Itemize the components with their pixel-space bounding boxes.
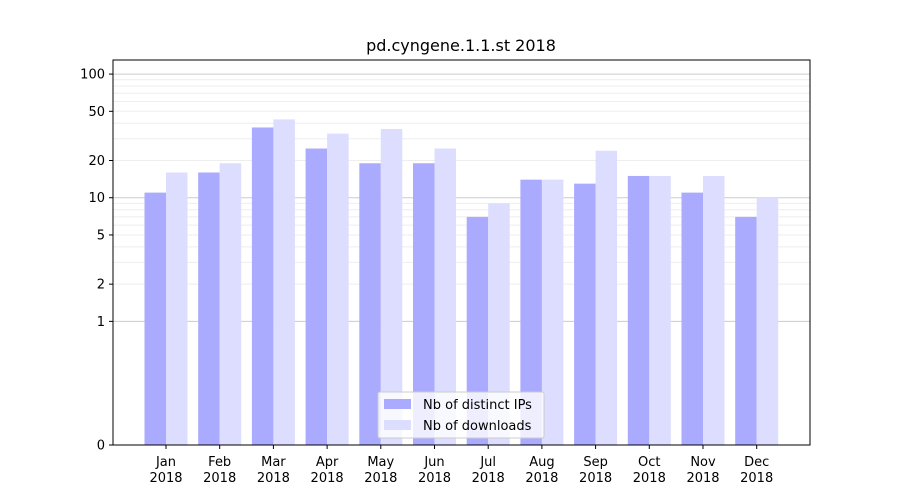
legend-label: Nb of downloads [423, 419, 532, 434]
y-tick-label: 50 [88, 105, 105, 120]
bar-distinct-ips [735, 216, 757, 445]
y-tick-label: 1 [97, 315, 105, 330]
y-tick-label: 5 [97, 228, 105, 243]
y-tick-label: 2 [97, 278, 105, 293]
bars-layer [144, 119, 779, 446]
x-tick-label: Jul 2018 [472, 455, 505, 486]
x-tick-label: Feb 2018 [203, 455, 236, 486]
bar-distinct-ips [574, 183, 596, 445]
x-tick-label: May 2018 [364, 455, 397, 486]
x-tick-label: Dec 2018 [740, 455, 773, 486]
bar-downloads [488, 203, 510, 445]
bar-downloads [703, 175, 725, 445]
bar-distinct-ips [144, 192, 166, 445]
x-tick-label: Jan 2018 [149, 455, 182, 486]
bar-downloads [434, 148, 456, 445]
y-axis: 0 1 2 5 10 20 50 100 [80, 68, 113, 454]
legend-box [377, 391, 545, 439]
y-tick-label: 10 [88, 191, 105, 206]
bar-distinct-ips [198, 172, 220, 446]
y-tick-label: 20 [88, 154, 105, 169]
legend-label: Nb of distinct IPs [423, 398, 532, 413]
bar-downloads [273, 119, 295, 445]
bar-distinct-ips [305, 148, 328, 445]
x-tick-label: Mar 2018 [257, 455, 290, 486]
bar-distinct-ips [627, 175, 650, 445]
plot-frame [112, 59, 811, 446]
x-tick-label: Oct 2018 [633, 455, 666, 486]
x-tick-label: Jun 2018 [418, 455, 451, 486]
x-tick-label: Aug 2018 [525, 455, 558, 486]
bar-downloads [327, 133, 349, 445]
x-tick-label: Nov 2018 [686, 455, 719, 486]
bar-distinct-ips [359, 163, 381, 445]
bar-distinct-ips [520, 179, 542, 446]
bar-downloads [219, 163, 242, 445]
bar-downloads [649, 175, 671, 445]
bar-downloads [756, 197, 779, 445]
legend-swatch [384, 399, 411, 409]
x-axis: Jan 2018 Feb 2018 Mar 2018 Apr 2018 May 2018 Jun 20… [149, 445, 773, 486]
bar-distinct-ips [251, 127, 274, 446]
bar-distinct-ips [413, 163, 435, 445]
x-tick-label: Apr 2018 [311, 455, 344, 486]
bar-downloads [380, 128, 403, 445]
legend-swatch [384, 420, 411, 430]
bar-downloads [541, 179, 564, 446]
bar-downloads [166, 172, 188, 446]
legend: Nb of distinct IPs Nb of downloads [377, 391, 545, 439]
bar-downloads [595, 150, 618, 445]
bar-distinct-ips [681, 192, 703, 445]
x-tick-label: Sep 2018 [579, 455, 612, 486]
chart-title: pd.cyngene.1.1.st 2018 [366, 36, 556, 55]
bar-distinct-ips [466, 216, 489, 445]
y-tick-label: 100 [80, 68, 105, 83]
y-tick-label: 0 [97, 439, 105, 454]
